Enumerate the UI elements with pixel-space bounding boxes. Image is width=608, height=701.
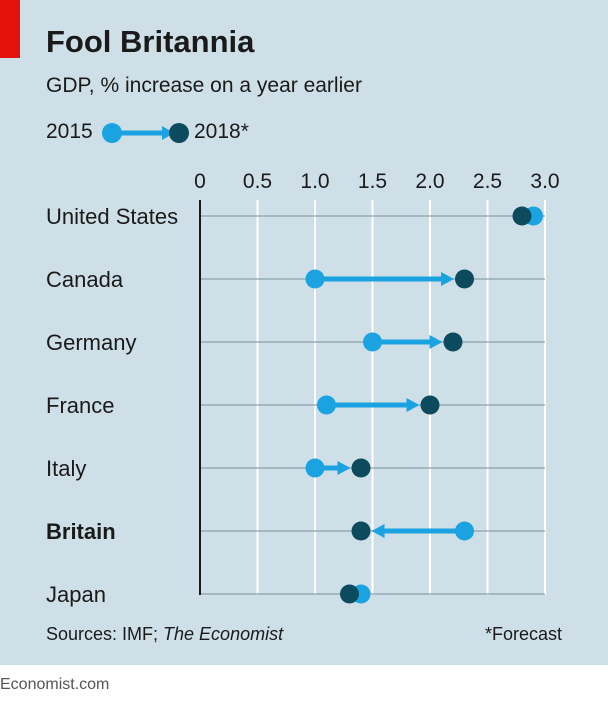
point-2015-4 [305,458,325,478]
brand-footer: Economist.com [0,676,110,693]
category-label-6: Japan [46,582,106,607]
arrow-head-5 [371,524,385,538]
chart-title: Fool Britannia [46,24,255,59]
point-2018-5 [351,521,371,541]
x-tick-label-5: 2.5 [473,170,502,193]
plot-area: 0 0.5 1.0 1.5 2.0 2.5 3.0 United States Canada Ge… [46,170,560,607]
x-tick-label-1: 0.5 [243,170,272,193]
footnote: *Forecast [484,624,562,644]
red-tag [0,0,20,58]
source-italic: The Economist [163,624,284,644]
category-label-4: Italy [46,456,86,481]
x-tick-label-2: 1.0 [300,170,329,193]
x-tick-label-4: 2.0 [415,170,444,193]
chart-panel: Fool Britannia GDP, % increase on a year… [0,0,608,665]
category-label-2: Germany [46,330,136,355]
x-tick-label-6: 3.0 [530,170,559,193]
point-2015-3 [317,395,336,415]
point-2018-4 [351,458,371,478]
point-2018-2 [443,332,463,352]
point-2015-1 [305,269,325,289]
point-2018-6 [340,584,359,604]
arrow-head-2 [429,335,443,349]
arrow-head-1 [441,272,454,286]
chart-subtitle: GDP, % increase on a year earlier [46,74,362,97]
legend-from-label: 2015 [46,120,93,143]
category-label-1: Canada [46,267,124,292]
point-2015-5 [455,521,474,541]
source-note: Sources: IMF; The Economist [46,624,283,645]
source-prefix: Sources: IMF; [46,624,164,644]
point-2018-1 [455,269,474,289]
point-2015-2 [363,332,382,352]
arrow-head-3 [406,398,420,412]
category-label-0: United States [46,204,178,229]
legend-to-label: 2018* [194,120,249,143]
category-label-5: Britain [46,519,116,544]
point-2018-3 [420,395,440,415]
x-tick-label-3: 1.5 [358,170,387,193]
x-tick-label-0: 0 [194,170,206,193]
legend: 2015 2018* [46,118,346,148]
point-2018-0 [512,206,532,226]
category-label-3: France [46,393,114,418]
arrow-head-4 [337,461,351,475]
legend-arrow-icon [102,123,189,143]
